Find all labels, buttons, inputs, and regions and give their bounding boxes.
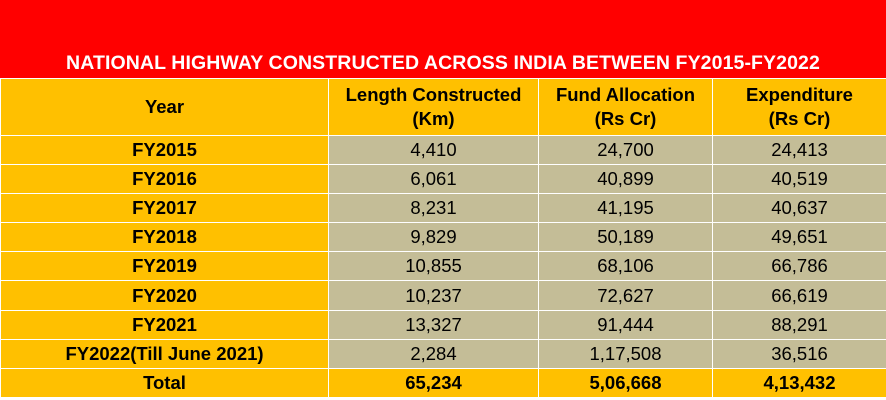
fund-cell[interactable]: 41,195 [538, 193, 713, 224]
header-expenditure-line1: Expenditure [746, 84, 853, 105]
expenditure-cell[interactable]: 66,619 [712, 280, 886, 311]
length-cell[interactable]: 6,061 [328, 164, 539, 195]
table-title: NATIONAL HIGHWAY CONSTRUCTED ACROSS INDI… [66, 52, 820, 74]
year-cell[interactable]: FY2022(Till June 2021) [0, 338, 329, 369]
expenditure-cell[interactable]: 40,519 [712, 164, 886, 195]
length-cell[interactable]: 10,855 [328, 251, 539, 282]
total-row: Total 65,234 5,06,668 4,13,432 [0, 367, 886, 398]
length-cell[interactable]: 2,284 [328, 338, 539, 369]
header-row: Year Length Constructed (Km) Fund Alloca… [0, 78, 886, 136]
fund-cell[interactable]: 72,627 [538, 280, 713, 311]
header-expenditure[interactable]: Expenditure (Rs Cr) [712, 78, 886, 136]
length-cell[interactable]: 8,231 [328, 193, 539, 224]
year-cell[interactable]: FY2021 [0, 309, 329, 340]
table-row: FY2020 10,237 72,627 66,619 [0, 280, 886, 311]
table-row: FY2016 6,061 40,899 40,519 [0, 164, 886, 195]
fund-cell[interactable]: 68,106 [538, 251, 713, 282]
header-expenditure-line2: (Rs Cr) [768, 108, 831, 129]
year-cell[interactable]: FY2017 [0, 193, 329, 224]
header-year[interactable]: Year [0, 78, 329, 136]
header-fund-line2: (Rs Cr) [594, 108, 657, 129]
expenditure-cell[interactable]: 66,786 [712, 251, 886, 282]
header-length[interactable]: Length Constructed (Km) [328, 78, 539, 136]
expenditure-cell[interactable]: 40,637 [712, 193, 886, 224]
table-row: FY2021 13,327 91,444 88,291 [0, 309, 886, 340]
length-cell[interactable]: 13,327 [328, 309, 539, 340]
fund-cell[interactable]: 91,444 [538, 309, 713, 340]
year-cell[interactable]: FY2020 [0, 280, 329, 311]
highway-data-table: Year Length Constructed (Km) Fund Alloca… [0, 78, 886, 398]
year-cell[interactable]: FY2018 [0, 222, 329, 253]
year-cell[interactable]: FY2019 [0, 251, 329, 282]
total-label-cell[interactable]: Total [0, 367, 329, 398]
length-cell[interactable]: 10,237 [328, 280, 539, 311]
fund-cell[interactable]: 40,899 [538, 164, 713, 195]
fund-cell[interactable]: 1,17,508 [538, 338, 713, 369]
total-fund-cell[interactable]: 5,06,668 [538, 367, 713, 398]
table-row: FY2017 8,231 41,195 40,637 [0, 193, 886, 224]
total-expenditure-cell[interactable]: 4,13,432 [712, 367, 886, 398]
title-banner: NATIONAL HIGHWAY CONSTRUCTED ACROSS INDI… [0, 0, 886, 78]
table-row: FY2019 10,855 68,106 66,786 [0, 251, 886, 282]
fund-cell[interactable]: 24,700 [538, 134, 713, 166]
header-length-line2: (Km) [412, 108, 455, 129]
header-fund[interactable]: Fund Allocation (Rs Cr) [538, 78, 713, 136]
year-cell[interactable]: FY2016 [0, 164, 329, 195]
fund-cell[interactable]: 50,189 [538, 222, 713, 253]
header-length-line1: Length Constructed [345, 84, 522, 105]
header-fund-line1: Fund Allocation [555, 84, 696, 105]
expenditure-cell[interactable]: 24,413 [712, 134, 886, 166]
year-cell[interactable]: FY2015 [0, 134, 329, 166]
length-cell[interactable]: 4,410 [328, 134, 539, 166]
table-row: FY2018 9,829 50,189 49,651 [0, 222, 886, 253]
total-length-cell[interactable]: 65,234 [328, 367, 539, 398]
header-year-label: Year [144, 96, 185, 117]
table-row: FY2022(Till June 2021) 2,284 1,17,508 36… [0, 338, 886, 369]
expenditure-cell[interactable]: 88,291 [712, 309, 886, 340]
expenditure-cell[interactable]: 36,516 [712, 338, 886, 369]
expenditure-cell[interactable]: 49,651 [712, 222, 886, 253]
table-row: FY2015 4,410 24,700 24,413 [0, 134, 886, 166]
length-cell[interactable]: 9,829 [328, 222, 539, 253]
